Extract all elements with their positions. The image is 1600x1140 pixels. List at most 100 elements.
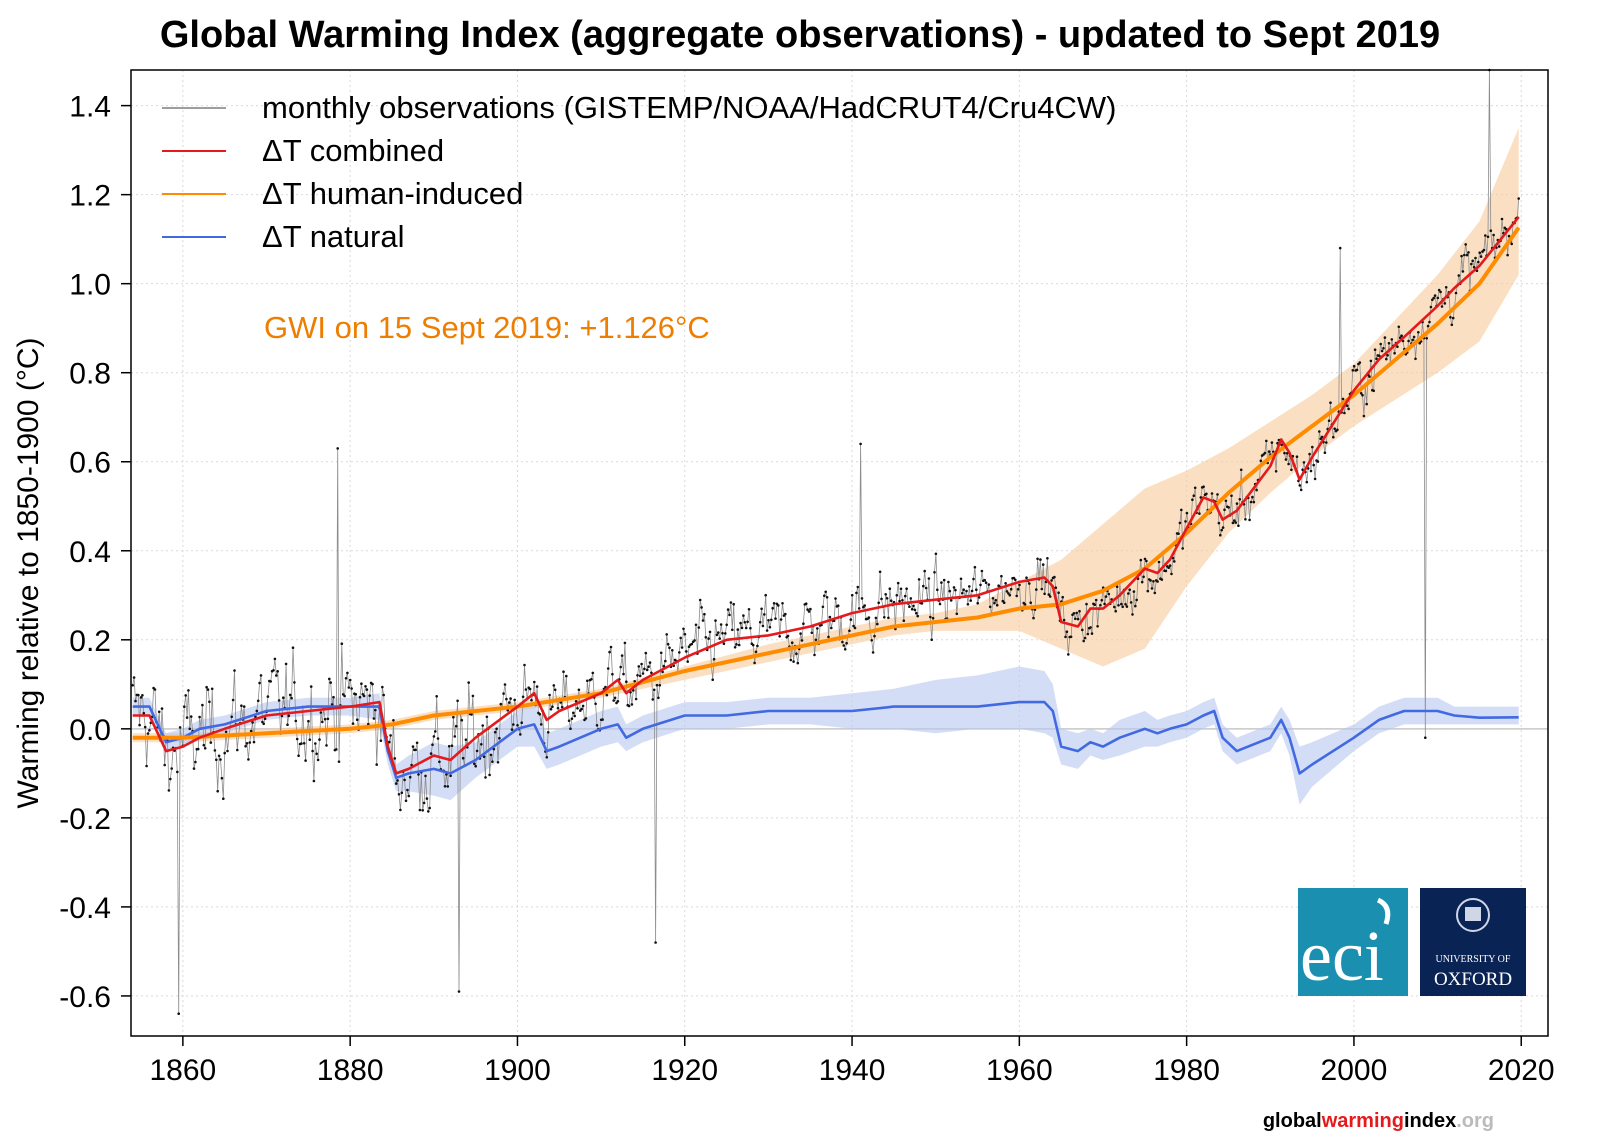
observation-point	[502, 692, 505, 695]
observation-point	[654, 941, 657, 944]
x-tick-label: 1960	[986, 1054, 1053, 1087]
observation-point	[470, 713, 473, 716]
observation-point	[538, 712, 542, 716]
observation-point	[1283, 451, 1286, 455]
observation-point	[1239, 468, 1243, 472]
observation-point	[643, 667, 646, 671]
observation-point	[539, 723, 543, 726]
observation-point	[1341, 397, 1345, 401]
observation-point	[421, 809, 425, 812]
observation-point	[311, 749, 314, 753]
observation-point	[1018, 583, 1021, 587]
observation-point	[640, 662, 643, 666]
observation-point	[933, 571, 936, 574]
observation-point	[1379, 342, 1382, 346]
observation-point	[1039, 558, 1042, 561]
observation-point	[934, 552, 938, 556]
observation-point	[337, 760, 341, 763]
observation-point	[853, 626, 857, 630]
observation-point	[1173, 560, 1176, 563]
observation-point	[567, 719, 571, 722]
observation-point	[481, 724, 485, 727]
observation-point	[210, 687, 214, 691]
observation-point	[754, 650, 758, 654]
observation-point	[245, 742, 249, 745]
observation-point	[1177, 532, 1180, 535]
observation-point	[1325, 441, 1328, 444]
observation-point	[347, 686, 351, 689]
observation-point	[570, 717, 574, 720]
observation-point	[280, 714, 284, 718]
observation-point	[1362, 414, 1366, 418]
observation-point	[496, 761, 500, 764]
observation-point	[970, 589, 974, 593]
observation-point	[258, 681, 261, 685]
observation-point	[1432, 296, 1435, 300]
axes: 1860 1880 1900 1920 1940 1960 1980 2000 2020 -0.6…	[59, 69, 1555, 1087]
observation-point	[1301, 468, 1304, 472]
observation-point	[903, 594, 907, 598]
observation-point	[276, 670, 280, 673]
observation-point	[1510, 242, 1513, 246]
observation-point	[577, 688, 581, 692]
observation-point	[143, 725, 147, 729]
observation-point	[841, 640, 844, 644]
observation-point	[961, 591, 964, 595]
observation-point	[1359, 392, 1363, 395]
observation-point	[931, 616, 935, 620]
observation-point	[1332, 435, 1335, 439]
observation-point	[1082, 639, 1085, 643]
observation-point	[1185, 511, 1189, 515]
observation-point	[519, 733, 522, 736]
observation-point	[1153, 591, 1157, 595]
observation-point	[993, 601, 996, 605]
observation-point	[1085, 602, 1088, 606]
footer-part-index: index	[1403, 1110, 1457, 1132]
uncertainty-bands	[132, 127, 1519, 805]
observation-point	[927, 577, 931, 580]
observation-point	[632, 689, 635, 692]
observation-point	[874, 616, 878, 620]
observation-point	[664, 659, 667, 663]
observation-point	[1227, 506, 1230, 509]
observation-point	[715, 633, 719, 637]
observation-point	[1199, 496, 1203, 499]
observation-point	[288, 693, 292, 697]
observation-point	[1287, 462, 1290, 466]
observation-point	[1338, 246, 1342, 250]
observation-point	[1120, 602, 1123, 606]
observation-point	[213, 749, 217, 752]
observation-point	[987, 583, 991, 586]
observation-point	[870, 639, 873, 642]
observation-point	[1113, 605, 1116, 609]
observation-point	[1050, 579, 1053, 582]
observation-point	[718, 637, 721, 640]
observation-point	[679, 636, 682, 640]
observation-point	[1470, 262, 1473, 266]
observation-point	[954, 588, 957, 592]
observation-point	[1078, 609, 1081, 613]
observation-point	[1104, 595, 1108, 598]
observation-point	[763, 613, 766, 616]
observation-point	[1146, 589, 1150, 593]
observation-point	[282, 696, 285, 699]
observation-point	[1358, 361, 1362, 364]
observation-point	[1075, 611, 1078, 615]
observation-point	[1308, 452, 1311, 456]
observation-point	[740, 626, 744, 630]
observation-point	[1053, 575, 1056, 579]
y-tick-label: 0.0	[69, 714, 111, 747]
observation-point	[183, 705, 186, 708]
x-tick-label: 1980	[1153, 1054, 1220, 1087]
observation-point	[407, 794, 411, 798]
observation-point	[393, 757, 397, 760]
observation-point	[1347, 407, 1350, 411]
observation-point	[693, 639, 696, 642]
observation-point	[389, 734, 392, 737]
observation-point	[394, 782, 398, 785]
observation-point	[912, 604, 915, 608]
observation-point	[1378, 354, 1381, 358]
observation-point	[1035, 588, 1038, 591]
observation-point	[1382, 347, 1385, 350]
